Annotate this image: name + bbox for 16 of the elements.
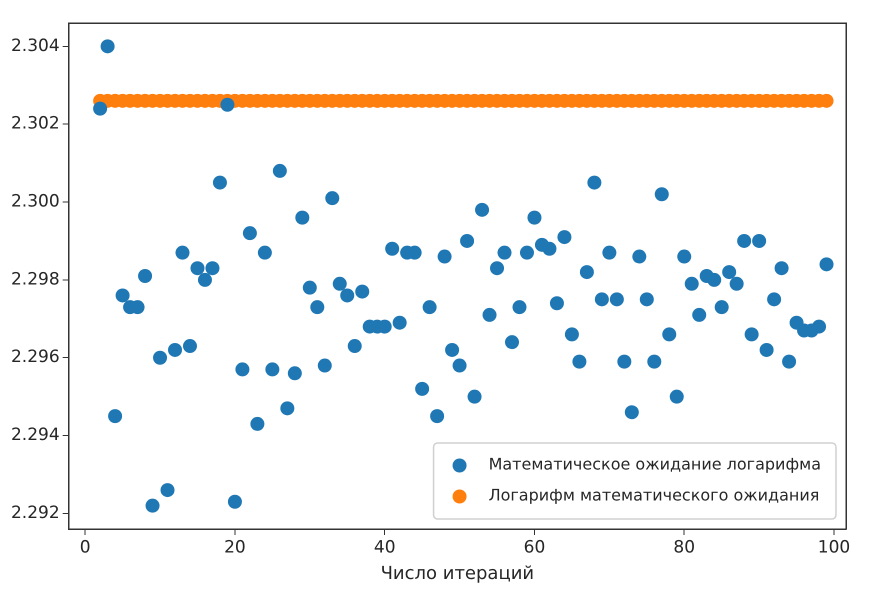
y-tick-label: 2.300 [10,191,60,212]
x-axis-title: Число итераций [380,562,534,584]
x-tick-label: 60 [524,538,546,558]
y-tick-label: 2.294 [10,425,60,446]
y-tick-label: 2.304 [10,36,60,56]
x-tick-label: 80 [673,538,696,558]
y-tick-label: 2.302 [10,114,60,134]
legend-label: Математическое ожидание логарифма [488,454,821,474]
x-tick-label: 0 [80,538,91,558]
x-tick-label: 20 [224,538,246,558]
y-tick-label: 2.292 [10,502,60,523]
y-tick-label: 2.298 [10,269,60,290]
x-tick-label: 40 [374,538,396,558]
y-tick-label: 2.296 [10,347,60,368]
x-tick-label: 100 [818,538,850,558]
legend-label: Логарифм математического ожидания [488,486,820,505]
